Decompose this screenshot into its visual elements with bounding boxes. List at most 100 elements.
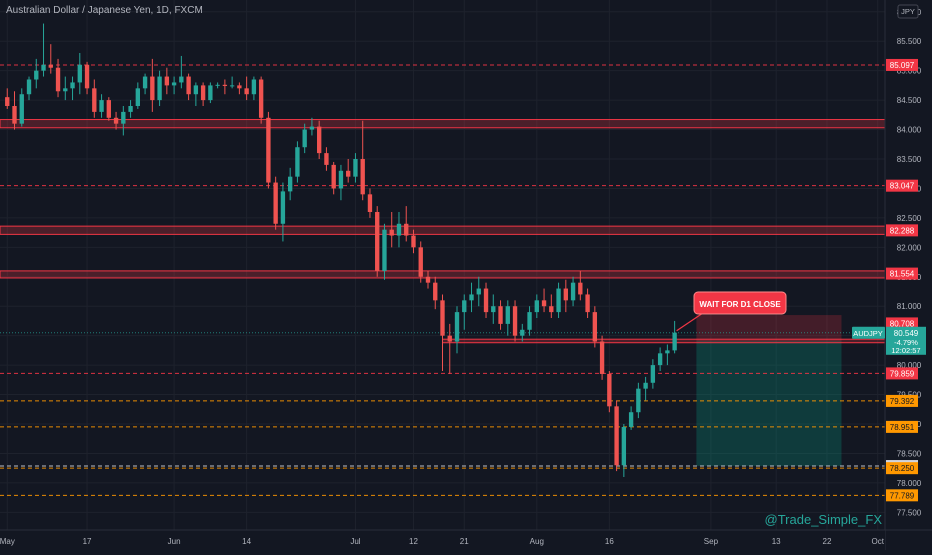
level-price-tag[interactable]	[886, 317, 918, 330]
candle-body	[454, 312, 460, 342]
time-tick-label: 14	[242, 537, 251, 546]
symbol-tag[interactable]	[852, 326, 885, 339]
time-tick-label: May	[0, 537, 15, 546]
candles-layer	[5, 23, 677, 477]
candle-body	[84, 64, 90, 89]
candle-body	[338, 170, 344, 189]
currency-badge[interactable]	[897, 4, 919, 19]
candle-body	[309, 126, 315, 130]
candle-body	[353, 159, 358, 177]
candle-body	[505, 306, 510, 324]
candle-body	[106, 100, 111, 118]
candle-body	[541, 300, 547, 307]
stop-loss-zone	[696, 315, 842, 341]
candle-body	[418, 247, 423, 277]
candle-body	[26, 79, 32, 95]
candle-body	[512, 306, 518, 336]
candle-body	[19, 94, 24, 124]
candle-body	[367, 194, 373, 212]
candle-body	[12, 106, 17, 124]
candle-body	[628, 412, 634, 427]
price-tick-label: 81.000	[897, 302, 922, 311]
level-price-tag-text: 78.951	[890, 423, 915, 432]
symbol-title: Australian Dollar / Japanese Yen, 1D, FX…	[6, 5, 203, 16]
current-price-value: 80.549	[894, 329, 919, 338]
candle-body	[498, 306, 503, 324]
currency-badge-text: JPY	[901, 7, 915, 16]
candle-body	[121, 111, 126, 124]
time-tick-label: Jun	[168, 537, 181, 546]
candle-body	[483, 288, 489, 313]
level-price-tag[interactable]	[886, 58, 918, 71]
take-profit-zone	[696, 340, 842, 467]
candle-body	[657, 353, 663, 366]
candle-body	[462, 300, 467, 313]
candle-body	[389, 229, 394, 236]
current-price-change: -4.79%	[894, 338, 918, 347]
price-tick-label: 84.000	[897, 126, 922, 135]
time-tick-label: 21	[460, 537, 469, 546]
symbol-tag-text: AUDJPY	[853, 329, 883, 338]
time-tick-label: Jul	[350, 537, 360, 546]
candle-body	[527, 312, 532, 330]
candle-body	[672, 332, 677, 351]
candle-body	[476, 288, 481, 295]
level-price-tag[interactable]	[886, 462, 918, 475]
candle-body	[34, 70, 39, 80]
time-tick-label: Sep	[704, 537, 719, 546]
candle-body	[469, 294, 474, 301]
candle-countdown: 12:02:57	[891, 346, 920, 355]
candle-body	[375, 212, 380, 271]
level-price-tag-text: 78.250	[890, 464, 915, 473]
candle-body	[331, 164, 336, 189]
level-price-tag[interactable]	[886, 179, 918, 192]
candle-body	[570, 282, 576, 301]
time-axis[interactable]	[0, 530, 885, 550]
candle-body	[179, 76, 184, 83]
candle-body	[5, 97, 10, 106]
candle-body	[164, 76, 170, 86]
candle-body	[563, 288, 568, 301]
time-tick-label: Oct	[872, 537, 885, 546]
candle-body	[287, 176, 293, 192]
watermark: @Trade_Simple_FX	[765, 512, 883, 527]
candle-body	[237, 85, 242, 89]
price-tick-label: 85.000	[897, 67, 922, 76]
price-tick-label: 78.000	[897, 479, 922, 488]
candle-body	[63, 88, 68, 92]
level-price-tag[interactable]	[886, 420, 918, 433]
time-axis-labels: May 17 Jun 14 Jul 12 21 Aug 16 Sep 13 22 Oct	[0, 537, 885, 546]
time-tick-label: 16	[605, 537, 614, 546]
price-tick-label: 77.500	[897, 508, 922, 517]
callout-text: WAIT FOR D1 CLOSE	[699, 300, 781, 309]
current-price-tag[interactable]	[886, 326, 926, 355]
price-tick-label: 80.000	[897, 361, 922, 370]
price-tick-label: 85.500	[897, 37, 922, 46]
price-tick-label: 82.000	[897, 243, 922, 252]
level-price-tag[interactable]	[886, 367, 918, 380]
candle-body	[578, 282, 583, 295]
candle-body	[636, 388, 641, 413]
candle-body	[222, 84, 228, 86]
candle-body	[244, 88, 249, 95]
candle-body	[650, 365, 656, 383]
candle-body	[55, 67, 61, 92]
candle-body	[229, 85, 235, 87]
level-price-tag[interactable]	[886, 224, 918, 237]
level-price-tag[interactable]	[886, 267, 918, 280]
level-price-tag-text: 77.789	[890, 491, 915, 500]
level-price-tag[interactable]	[886, 394, 918, 407]
candle-body	[440, 300, 445, 336]
candle-body	[382, 229, 387, 271]
candle-body	[592, 312, 598, 342]
level-price-tag[interactable]	[886, 489, 918, 502]
callout-box[interactable]	[693, 291, 787, 315]
candle-body	[48, 64, 53, 68]
candle-body	[142, 76, 148, 89]
candle-body	[273, 182, 278, 224]
level-price-tag-text: 82.288	[890, 226, 915, 235]
callout-pointer	[676, 312, 704, 332]
candle-body	[208, 85, 213, 101]
